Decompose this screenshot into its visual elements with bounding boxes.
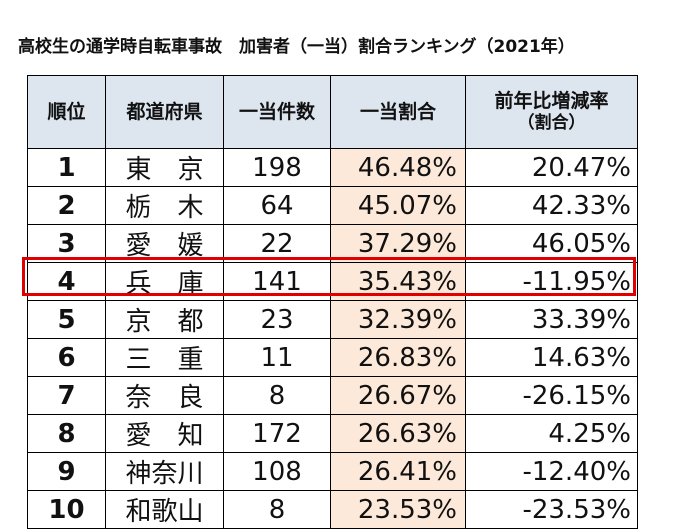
table-cell: 42.33% [465, 186, 638, 225]
column-header-text: 都道府県 [126, 100, 203, 123]
table-cell: 23.53% [330, 490, 466, 529]
table-cell: -12.40% [465, 452, 638, 491]
table-cell: 26.63% [330, 414, 466, 453]
table-cell: 23 [223, 300, 331, 339]
table-cell: 26.67% [330, 376, 466, 415]
table-cell: 神奈川 [105, 452, 224, 491]
table-cell: 45.07% [330, 186, 466, 225]
page: 高校生の通学時自転車事故 加害者（一当）割合ランキング（2021年） 順位 都道府… [18, 37, 638, 529]
table-cell: 6 [27, 338, 106, 377]
table-cell: 東 京 [105, 148, 224, 187]
table-cell: 32.39% [330, 300, 466, 339]
table-cell: 愛 媛 [105, 224, 224, 263]
column-header: 都道府県 [105, 75, 224, 149]
table-cell: 26.41% [330, 452, 466, 491]
table-cell: 26.83% [330, 338, 466, 377]
column-header: 前年比増減率 （割合） [465, 75, 638, 149]
table-cell: 栃 木 [105, 186, 224, 225]
column-header: 一当割合 [330, 75, 466, 149]
title: 高校生の通学時自転車事故 加害者（一当）割合ランキング（2021年） [18, 37, 575, 57]
table-cell: 9 [27, 452, 106, 491]
table-cell: 奈 良 [105, 376, 224, 415]
column-header-text: 前年比増減率 [494, 90, 609, 113]
table-row: 10 和歌山 8 23.53% -23.53% [27, 490, 638, 529]
table-cell: 198 [223, 148, 331, 187]
table-cell: 三 重 [105, 338, 224, 377]
column-header: 一当件数 [223, 75, 331, 149]
table-cell: 8 [223, 490, 331, 529]
column-header-text: 順位 [47, 100, 86, 123]
table-cell: 和歌山 [105, 490, 224, 529]
table-cell: -26.15% [465, 376, 638, 415]
table-cell: 5 [27, 300, 106, 339]
column-header: 順位 [27, 75, 106, 149]
table-cell: 46.05% [465, 224, 638, 263]
table-cell: 8 [223, 376, 331, 415]
table-row: 9 神奈川 108 26.41% -12.40% [27, 452, 638, 491]
table-cell: 3 [27, 224, 106, 263]
table-cell: 10 [27, 490, 106, 529]
table-cell: 108 [223, 452, 331, 491]
table-cell: 7 [27, 376, 106, 415]
table-cell: 33.39% [465, 300, 638, 339]
table-cell: -23.53% [465, 490, 638, 529]
table-cell: 8 [27, 414, 106, 453]
table-cell: 172 [223, 414, 331, 453]
table-cell: 20.47% [465, 148, 638, 187]
table-cell: 64 [223, 186, 331, 225]
column-header-text: 一当割合 [359, 100, 436, 123]
column-header-text: 一当件数 [238, 100, 315, 123]
table-cell: 11 [223, 338, 331, 377]
highlight-box [22, 257, 636, 296]
table-cell: 2 [27, 186, 106, 225]
column-note: （割合） [517, 113, 586, 134]
table-cell: 愛 知 [105, 414, 224, 453]
table-cell: 46.48% [330, 148, 466, 187]
header-row: 順位 都道府県 一当件数 一当割合 前年比増減率 （割合） [27, 75, 638, 149]
table-cell: 1 [27, 148, 106, 187]
table-cell: 14.63% [465, 338, 638, 377]
table-cell: 4.25% [465, 414, 638, 453]
table-cell: 京 都 [105, 300, 224, 339]
